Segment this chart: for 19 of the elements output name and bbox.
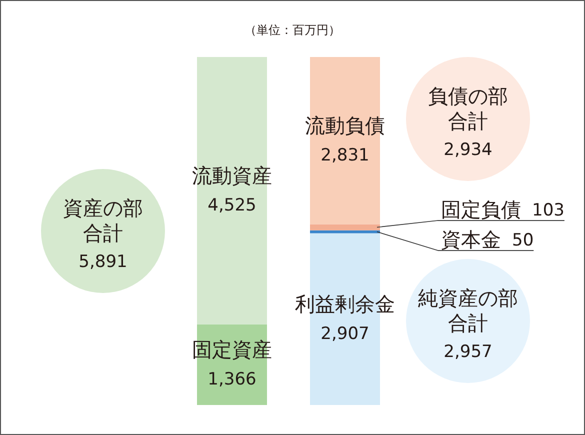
- series-label: 利益剰余金: [295, 292, 395, 316]
- text: 固定負債: [441, 198, 521, 222]
- text: 純資産の部合計: [417, 286, 519, 336]
- series-label: 流動負債: [305, 114, 385, 138]
- data-label: 2,907: [320, 324, 370, 344]
- text: 2,957: [442, 341, 494, 364]
- series-label: 固定資産: [192, 338, 272, 362]
- text: 資本金: [441, 228, 501, 252]
- text: 2,934: [442, 139, 494, 162]
- text: 負債の部合計: [427, 84, 509, 134]
- data-label: 4,525: [208, 196, 256, 216]
- data-label: 50: [512, 230, 534, 251]
- data-label: 2,831: [320, 146, 370, 166]
- data-label: 1,366: [208, 370, 256, 390]
- text: 資産の部合計: [62, 196, 144, 246]
- text: 5,891: [78, 251, 128, 274]
- data-label: 103: [532, 200, 564, 221]
- text: （単位：百万円）: [244, 22, 342, 38]
- series-label: 流動資産: [192, 164, 272, 188]
